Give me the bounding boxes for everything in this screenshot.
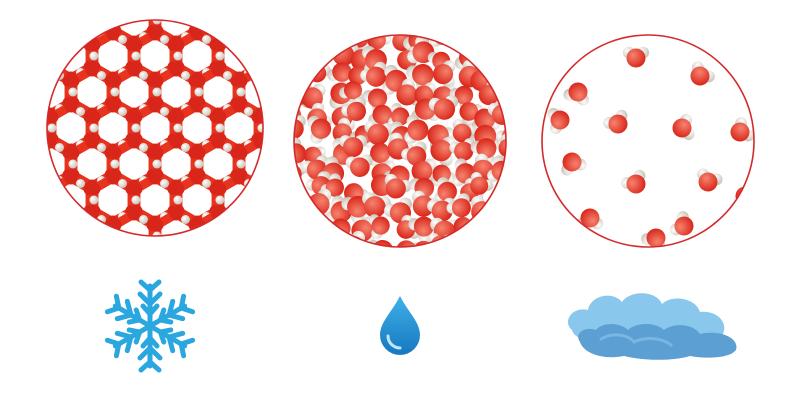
water-molecule <box>427 233 455 247</box>
ice-lattice-cell <box>24 280 75 337</box>
ice-lattice-cell <box>129 0 180 13</box>
water-molecule <box>603 109 628 134</box>
ice-lattice-cell <box>0 0 13 13</box>
water-molecule <box>547 107 570 134</box>
ice-lattice-cell <box>0 100 13 157</box>
ice-lattice-cell <box>45 244 96 301</box>
ice-lattice-cell <box>0 208 34 265</box>
ice-lattice-cell <box>276 0 327 49</box>
liquid-circle-outline <box>293 34 507 248</box>
ice-lattice-cell <box>47 207 76 236</box>
ice-lattice-cell <box>255 244 306 301</box>
ice-lattice-cell <box>45 0 96 13</box>
ice-lattice-cell <box>255 0 306 13</box>
ice-lattice-cell <box>234 207 263 236</box>
ice-lattice-cell <box>297 244 348 301</box>
ice-lattice-cell <box>47 20 76 49</box>
water-molecule <box>730 117 754 142</box>
ice-lattice-cell <box>47 29 55 83</box>
ice-lattice-cell <box>339 244 390 301</box>
ice-lattice-cell <box>0 136 34 193</box>
ice-lattice-cell <box>0 28 13 85</box>
water-molecule <box>368 214 390 239</box>
water-molecule <box>339 135 367 158</box>
water-molecule <box>621 169 646 194</box>
water-molecule <box>735 183 754 210</box>
ice-lattice-cell <box>276 208 327 265</box>
water-molecule <box>563 82 589 106</box>
water-molecule <box>576 208 604 230</box>
water-molecule <box>307 115 332 144</box>
ice-lattice-cell <box>171 244 222 301</box>
gas-panel <box>541 34 755 248</box>
water-molecule <box>341 96 367 121</box>
water-molecule <box>407 35 435 64</box>
gas-circle-outline <box>541 34 755 248</box>
water-molecule <box>384 173 412 199</box>
ice-lattice-cell <box>87 0 138 13</box>
ice-lattice-cell <box>87 244 138 301</box>
water-molecule <box>446 193 471 218</box>
cloud-icon <box>567 293 737 360</box>
ice-lattice-cell <box>276 280 327 337</box>
ice-lattice-cell <box>3 244 54 301</box>
water-molecule <box>345 154 373 178</box>
water-molecule <box>672 114 695 141</box>
water-molecule <box>690 61 715 86</box>
ice-lattice-cell <box>0 244 13 301</box>
solid-circle-outline <box>46 19 264 237</box>
ice-lattice-cell <box>297 0 348 13</box>
ice-lattice-cell <box>129 244 180 301</box>
water-molecule <box>404 114 429 144</box>
water-molecule <box>434 177 457 204</box>
water-drop-icon <box>380 296 420 355</box>
water-molecule <box>401 141 427 166</box>
ice-lattice-cell <box>192 280 243 337</box>
liquid-panel <box>293 34 507 248</box>
ice-lattice-cell <box>234 280 285 337</box>
water-molecule <box>408 216 434 243</box>
ice-lattice-cell <box>47 173 55 227</box>
water-molecule <box>470 172 494 195</box>
ice-lattice-cell <box>66 280 117 337</box>
water-molecule <box>641 228 666 247</box>
ice-lattice-cell <box>255 29 263 83</box>
ice-lattice-cell <box>0 280 34 337</box>
snowflake-icon <box>104 279 196 373</box>
ice-lattice-cell <box>213 244 264 301</box>
ice-lattice-cell <box>234 20 263 49</box>
ice-lattice-cell <box>0 64 34 121</box>
water-molecule <box>362 192 392 218</box>
gas-molecules <box>547 46 754 247</box>
water-molecule <box>697 168 723 192</box>
water-molecule <box>432 60 456 89</box>
ice-lattice-cell <box>213 0 264 13</box>
water-molecule <box>561 152 587 176</box>
ice-lattice-cell <box>339 0 390 13</box>
water-molecule <box>360 61 387 87</box>
ice-lattice-cell <box>318 280 369 337</box>
water-molecule <box>622 46 650 68</box>
ice-lattice-cell <box>3 0 54 13</box>
ice-lattice-cell <box>255 173 263 227</box>
water-molecule <box>459 102 484 127</box>
liquid-molecules <box>294 35 506 247</box>
ice-lattice-cell <box>0 172 13 229</box>
water-molecule <box>428 95 459 120</box>
water-molecule <box>669 211 694 236</box>
ice-lattice-cell <box>318 0 369 49</box>
ice-lattice-cell <box>171 0 222 13</box>
water-molecule <box>498 133 506 158</box>
ice-lattice-cell <box>0 0 34 49</box>
